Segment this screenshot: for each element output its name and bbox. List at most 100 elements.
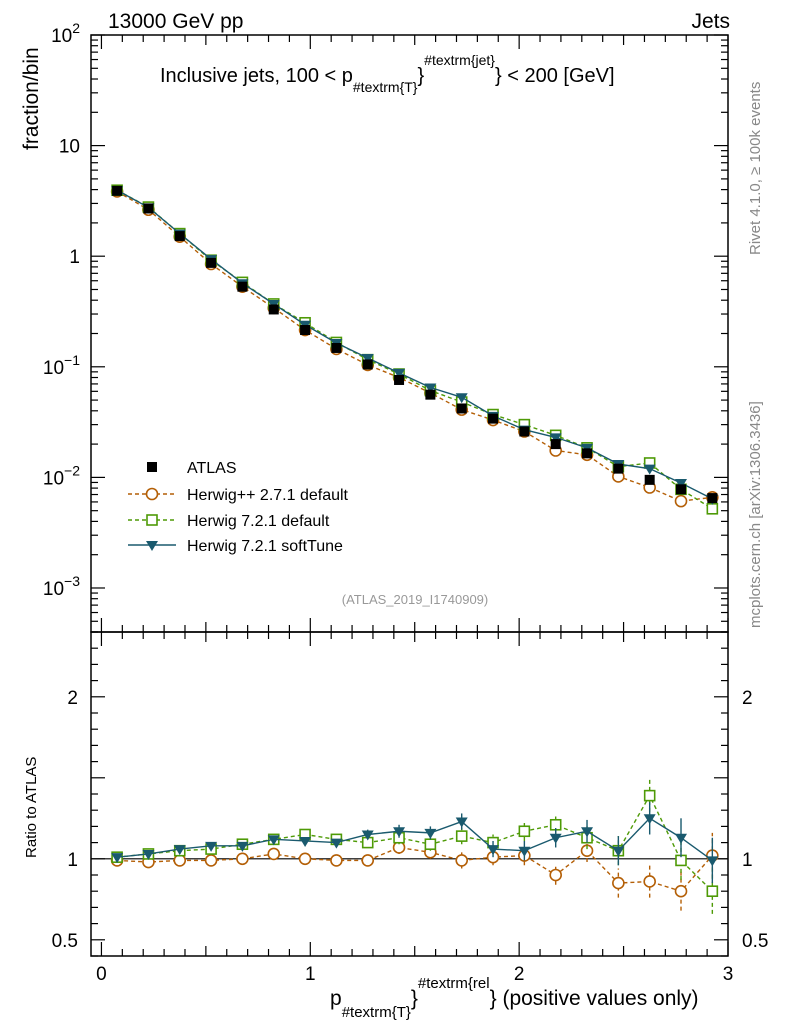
data-point-circle (549, 868, 562, 882)
data-point-triangle (111, 853, 124, 864)
data-point-square (425, 389, 436, 400)
data-point-square (237, 281, 248, 292)
data-point-square (147, 462, 157, 472)
data-point-square (644, 474, 655, 485)
series-line-3 (116, 189, 713, 500)
title-sub: #textrm{T} (353, 79, 418, 95)
data-point-triangle (142, 849, 155, 860)
ratio-tick-labels: 2 2 1 1 0.5 0.5 (52, 688, 769, 952)
data-point-triangle (455, 817, 468, 828)
xlabel-sub: #textrm{T} (342, 1004, 411, 1021)
y-tick-label: 10−2 (43, 462, 80, 489)
y-tick-label: 102 (51, 20, 80, 47)
data-point-triangle (236, 841, 249, 852)
data-point-triangle (330, 838, 343, 849)
data-point-square (331, 342, 342, 353)
data-point-square (174, 231, 185, 242)
data-point-triangle (267, 835, 280, 846)
legend-label: ATLAS (187, 460, 237, 477)
data-point-square (488, 413, 499, 424)
legend-label: Herwig 7.2.1 default (187, 513, 330, 530)
legend: ATLAS Herwig++ 2.7.1 default Herwig 7.2.1 … (128, 460, 349, 555)
xlabel-end: } (positive values only) (490, 987, 699, 1010)
data-point-circle (330, 854, 343, 867)
title-main: Inclusive jets, 100 < p (160, 65, 353, 87)
header-right: Jets (691, 10, 730, 33)
legend-label: Herwig++ 2.7.1 default (187, 487, 349, 504)
title-sup: #textrm{jet} (424, 52, 495, 68)
data-point-triangle (549, 833, 562, 844)
data-point-triangle (424, 383, 437, 394)
ratio-tick-label-right: 0.5 (742, 931, 768, 952)
data-point-triangle (675, 478, 688, 489)
xlabel-main: p (330, 987, 342, 1010)
data-point-circle (204, 854, 218, 867)
data-point-triangle (173, 845, 186, 856)
x-tick-label: 2 (514, 964, 525, 985)
data-point-triangle (205, 841, 218, 852)
data-point-triangle (643, 464, 656, 475)
y-tick-label: 10 (59, 137, 80, 158)
x-tick-label: 1 (305, 964, 316, 985)
xlabel-sup: #textrm{rel (418, 975, 490, 992)
data-point-circle (298, 852, 312, 866)
ratio-tick-label-left: 1 (67, 850, 78, 871)
data-point-open-square (706, 503, 719, 515)
data-point-triangle (361, 354, 374, 365)
data-point-open-square (424, 838, 437, 851)
data-point-triangle (706, 856, 719, 867)
data-point-square (519, 426, 530, 437)
main-axis-ticks (91, 34, 729, 633)
x-axis-label: p#textrm{T}}#textrm{rel} (positive value… (330, 975, 699, 1021)
data-point-circle (643, 875, 656, 888)
data-point-triangle (675, 833, 688, 844)
data-point-square (613, 463, 624, 474)
ratio-y-axis-label: Ratio to ATLAS (23, 757, 40, 858)
data-point-triangle (361, 830, 374, 841)
data-point-circle (674, 494, 688, 508)
data-point-triangle (146, 541, 158, 551)
data-point-circle (612, 876, 625, 890)
data-point-triangle (487, 845, 500, 856)
data-point-open-square (706, 885, 719, 898)
x-tick-label: 3 (723, 964, 734, 985)
data-point-square (676, 484, 687, 495)
data-point-triangle (299, 836, 312, 847)
ratio-tick-label-left: 0.5 (52, 931, 78, 952)
data-point-circle (674, 884, 688, 898)
data-point-square (394, 374, 405, 385)
data-point-circle (361, 854, 375, 867)
data-point-triangle (393, 827, 406, 838)
data-point-square (707, 493, 718, 504)
data-point-triangle (549, 433, 562, 444)
data-point-square (143, 203, 154, 214)
x-tick-labels: 0 1 2 3 (96, 964, 733, 985)
header-left: 13000 GeV pp (108, 10, 243, 33)
ratio-series-layer (110, 779, 719, 914)
y-tick-label: 10−1 (43, 352, 80, 379)
data-point-triangle (643, 814, 656, 825)
data-point-circle (267, 847, 281, 861)
data-point-triangle (393, 368, 406, 379)
ratio-tick-label-left: 2 (67, 688, 78, 709)
data-point-square (268, 304, 279, 315)
title-brace: } (417, 65, 424, 87)
data-point-circle (145, 487, 159, 501)
mcplots-label: mcplots.cern.ch [arXiv:1306.3436] (747, 401, 764, 628)
plot-title: Inclusive jets, 100 < p#textrm{T}}#textr… (160, 52, 615, 95)
data-point-triangle (581, 827, 594, 838)
data-point-square (112, 185, 123, 196)
main-series-layer (110, 184, 719, 515)
data-point-square (206, 257, 217, 268)
data-point-square (362, 359, 373, 370)
y-axis-label: fraction/bin (20, 47, 43, 150)
series-line-1 (116, 190, 713, 502)
legend-label: Herwig 7.2.1 softTune (187, 538, 343, 555)
data-point-circle (236, 852, 249, 866)
xlabel-brace: } (411, 987, 418, 1010)
ratio-tick-label-right: 2 (742, 688, 753, 709)
rivet-version-label: Rivet 4.1.0, ≥ 100k events (747, 82, 764, 255)
data-point-square (582, 448, 593, 459)
x-tick-label: 0 (96, 964, 107, 985)
